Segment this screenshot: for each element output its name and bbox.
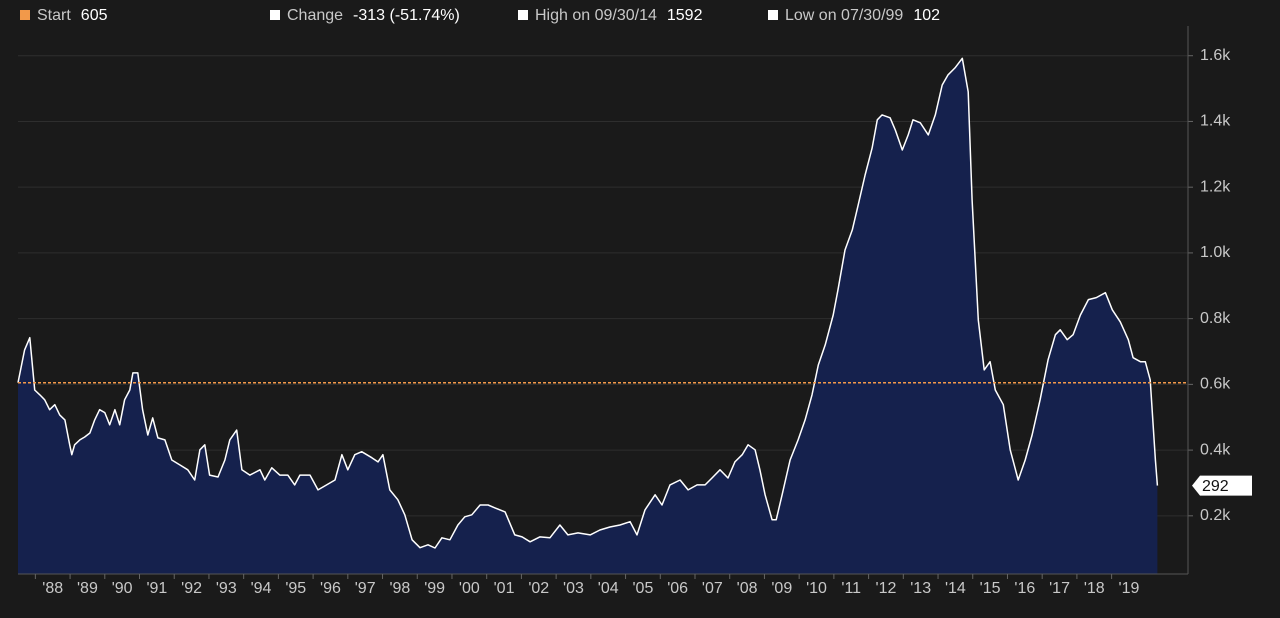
x-tick-label: '88: [42, 580, 63, 597]
y-tick-label: 0.2k: [1200, 507, 1231, 524]
x-tick-label: '97: [355, 580, 376, 597]
last-value-label: 292: [1202, 478, 1229, 495]
x-tick-label: '18: [1084, 580, 1105, 597]
stat-swatch: [768, 10, 778, 20]
line: [17, 57, 1159, 549]
stat-label: Start: [37, 7, 71, 24]
stat-value: 102: [913, 7, 940, 24]
stat-value: 1592: [667, 7, 703, 24]
x-tick-label: '14: [945, 580, 966, 597]
x-tick-label: '19: [1119, 580, 1140, 597]
x-tick-label: '92: [181, 580, 202, 597]
x-tick-label: '95: [285, 580, 306, 597]
x-tick-label: '10: [806, 580, 827, 597]
x-tick-label: '99: [424, 580, 445, 597]
y-tick-label: 1.0k: [1200, 244, 1231, 261]
x-tick-label: '90: [112, 580, 133, 597]
x-tick-label: '02: [528, 580, 549, 597]
stat-label: Low on 07/30/99: [785, 7, 903, 24]
x-tick-label: '11: [841, 580, 861, 597]
x-tick-label: '89: [77, 580, 98, 597]
y-tick-label: 0.4k: [1200, 441, 1231, 458]
stat-swatch: [270, 10, 280, 20]
stat-label: High on 09/30/14: [535, 7, 657, 24]
stat-label: Change: [287, 7, 343, 24]
x-tick-label: '17: [1049, 580, 1070, 597]
y-tick-label: 0.8k: [1200, 310, 1231, 327]
last-value-box: [1192, 475, 1252, 496]
area: [18, 58, 1158, 575]
x-tick-label: '08: [737, 580, 758, 597]
x-tick-label: '15: [980, 580, 1001, 597]
y-tick-label: 1.4k: [1200, 113, 1231, 130]
stat-swatch: [20, 10, 30, 20]
x-tick-label: '09: [771, 580, 792, 597]
stat-value: 605: [81, 7, 108, 24]
x-tick-label: '01: [494, 580, 515, 597]
x-tick-label: '05: [632, 580, 653, 597]
x-tick-label: '91: [146, 580, 167, 597]
x-tick-label: '03: [563, 580, 584, 597]
x-tick-label: '98: [389, 580, 410, 597]
y-tick-label: 1.6k: [1200, 47, 1231, 64]
x-tick-label: '00: [459, 580, 480, 597]
x-tick-label: '12: [876, 580, 897, 597]
x-tick-label: '16: [1014, 580, 1035, 597]
y-tick-label: 1.2k: [1200, 178, 1231, 195]
y-tick-label: 0.6k: [1200, 376, 1231, 393]
stat-swatch: [518, 10, 528, 20]
stat-value: -313 (-51.74%): [353, 7, 460, 24]
x-tick-label: '94: [251, 580, 272, 597]
x-tick-label: '96: [320, 580, 341, 597]
x-tick-label: '93: [216, 580, 237, 597]
x-tick-label: '07: [702, 580, 723, 597]
x-tick-label: '13: [910, 580, 931, 597]
x-tick-label: '06: [667, 580, 688, 597]
x-tick-label: '04: [598, 580, 619, 597]
